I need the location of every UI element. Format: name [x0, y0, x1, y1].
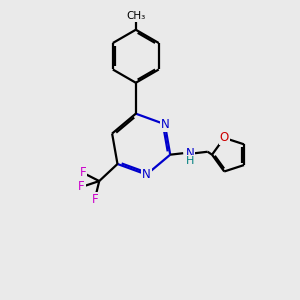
Text: CH₃: CH₃ [126, 11, 146, 21]
Text: N: N [186, 147, 194, 160]
Text: F: F [92, 193, 98, 206]
Text: N: N [160, 118, 169, 131]
Text: H: H [186, 156, 194, 166]
Text: N: N [142, 168, 151, 181]
Text: O: O [220, 131, 229, 144]
Text: F: F [80, 166, 86, 179]
Text: F: F [78, 181, 85, 194]
